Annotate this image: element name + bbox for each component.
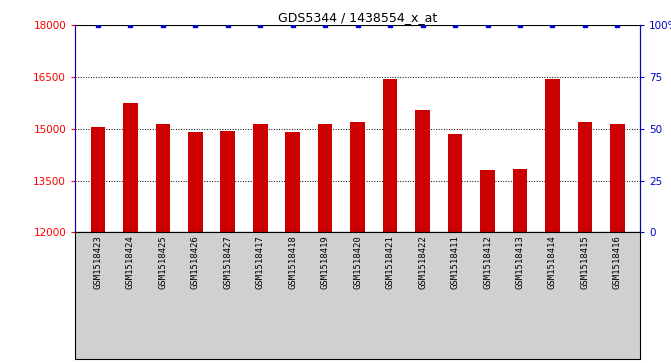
Bar: [221, 131, 235, 232]
Bar: [383, 79, 397, 232]
Text: GSM1518420: GSM1518420: [353, 235, 362, 289]
Text: GSM1518424: GSM1518424: [126, 235, 135, 289]
Text: GSM1518425: GSM1518425: [158, 235, 167, 289]
Bar: [188, 132, 203, 232]
Bar: [513, 168, 527, 232]
Text: GSM1518427: GSM1518427: [223, 235, 232, 289]
Bar: [91, 127, 105, 232]
Bar: [253, 124, 268, 232]
Text: GSM1518413: GSM1518413: [515, 235, 525, 289]
Text: GSM1518422: GSM1518422: [418, 235, 427, 289]
Text: GSM1518418: GSM1518418: [289, 235, 297, 289]
Text: GSM1518426: GSM1518426: [191, 235, 200, 289]
Text: GSM1518423: GSM1518423: [93, 235, 103, 289]
Text: GSM1518414: GSM1518414: [548, 235, 557, 289]
Bar: [578, 122, 592, 232]
Text: GSM1518412: GSM1518412: [483, 235, 492, 289]
Bar: [448, 134, 462, 232]
Text: GSM1518415: GSM1518415: [580, 235, 589, 289]
Text: GSM1518416: GSM1518416: [613, 235, 622, 289]
Bar: [318, 124, 332, 232]
Text: GSM1518419: GSM1518419: [321, 235, 329, 289]
Bar: [545, 79, 560, 232]
Bar: [415, 110, 430, 232]
Text: GSM1518417: GSM1518417: [256, 235, 265, 289]
Bar: [156, 124, 170, 232]
Bar: [480, 170, 495, 232]
Text: GSM1518421: GSM1518421: [386, 235, 395, 289]
Bar: [285, 132, 300, 232]
Bar: [610, 124, 625, 232]
Title: GDS5344 / 1438554_x_at: GDS5344 / 1438554_x_at: [278, 11, 437, 24]
Bar: [350, 122, 365, 232]
Bar: [123, 103, 138, 232]
Text: GSM1518411: GSM1518411: [450, 235, 460, 289]
